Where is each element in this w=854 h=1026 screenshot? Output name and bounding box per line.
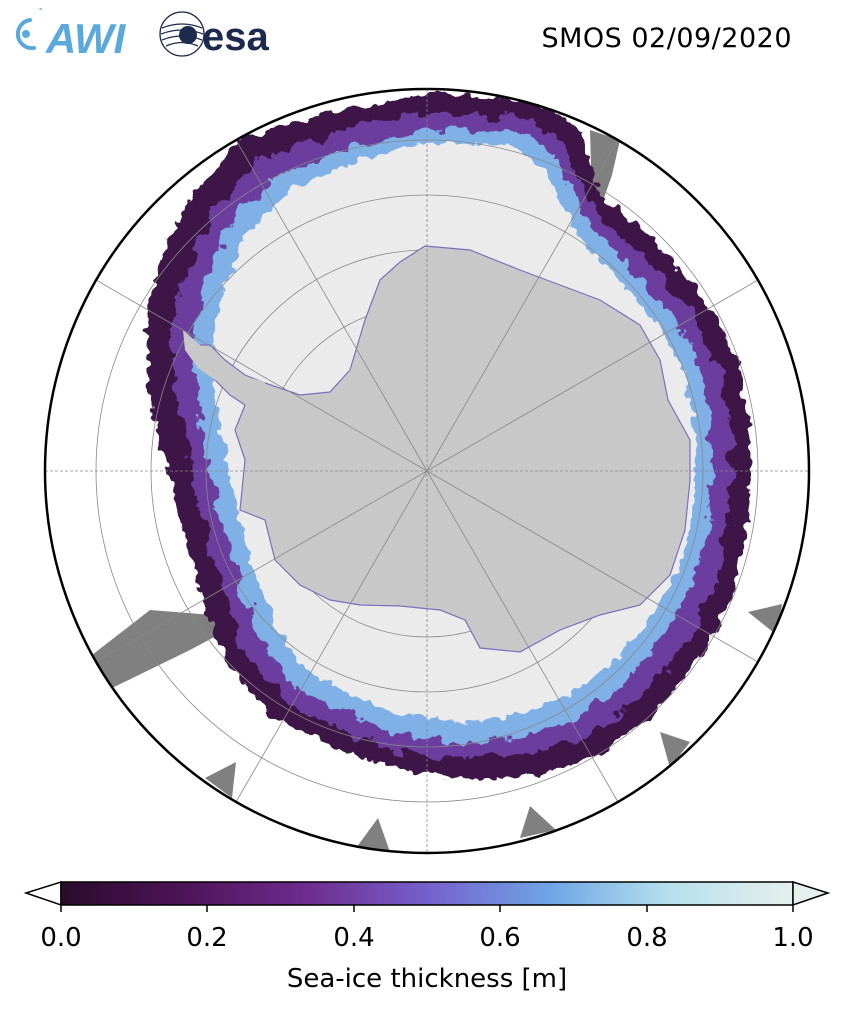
colorbar-extend-min: [23, 880, 62, 907]
svg-text:*: *: [38, 8, 43, 16]
antarctic-peninsula: [183, 330, 265, 392]
colorbar-tick-label: 1.0: [772, 923, 814, 953]
colorbar-gradient: [60, 881, 794, 906]
colorbar: [23, 880, 831, 912]
colorbar-ticks: [60, 905, 794, 912]
polar-map: [43, 87, 811, 855]
map-title: SMOS 02/09/2020: [541, 23, 792, 54]
awi-logo-text: AWI: [45, 15, 127, 60]
esa-logo: esa: [159, 11, 269, 59]
colorbar-tick-label: 0.2: [186, 923, 228, 953]
colorbar-label: Sea-ice thickness [m]: [286, 964, 568, 994]
colorbar-tick-label: 0.8: [626, 923, 668, 953]
colorbar-tick-label: 0.4: [333, 923, 375, 953]
graticule-meridians: [45, 89, 809, 853]
awi-logo: * AWI: [15, 8, 127, 60]
map-boundary: [43, 87, 811, 855]
esa-logo-text: esa: [202, 15, 269, 59]
colorbar-tick-label: 0.0: [40, 923, 82, 953]
colorbar-extend-max: [792, 880, 831, 907]
colorbar-tick-label: 0.6: [479, 923, 521, 953]
